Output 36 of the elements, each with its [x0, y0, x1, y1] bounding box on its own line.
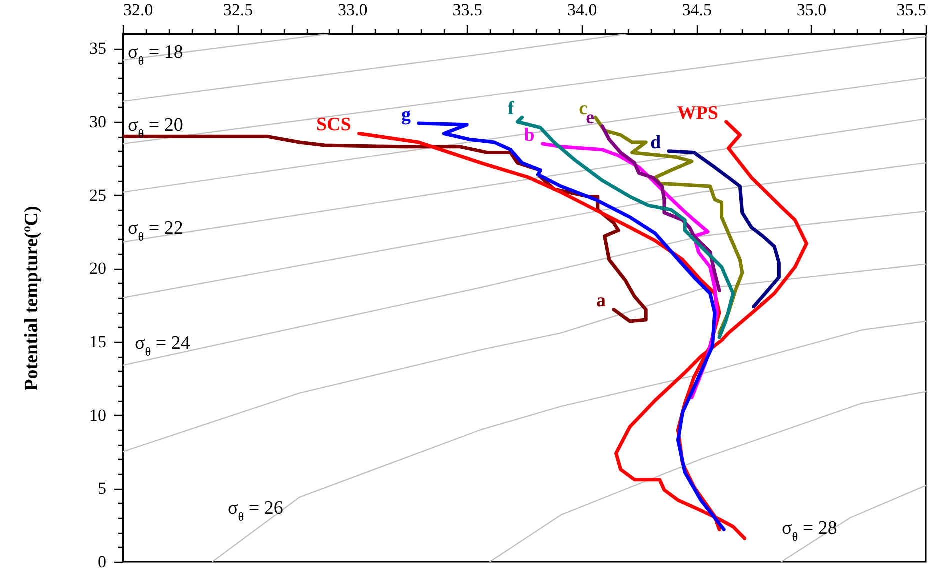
annotation: σ$_{θ}$ = 24 [135, 333, 191, 359]
series-label: d [650, 132, 662, 154]
x-tick-label: 34.0 [567, 0, 598, 20]
x-tick-label: 32.0 [124, 0, 154, 20]
y-tick-label: 25 [90, 186, 106, 205]
x-tick-label: 35.5 [896, 0, 926, 20]
series-label: WPS [677, 103, 718, 124]
y-tick-label: 0 [98, 552, 106, 572]
y-tick-label: 5 [98, 479, 106, 498]
line-series [600, 124, 722, 292]
y-tick-label: 15 [90, 332, 106, 352]
x-tick-label: 34.5 [682, 0, 712, 20]
annotation: σ$_{θ}$ = 22 [128, 218, 184, 244]
annotation: σ$_{θ}$ = 26 [228, 498, 284, 524]
line-series [123, 210, 926, 366]
series-label: g [401, 104, 412, 126]
annotation: σ$_{θ}$ = 18 [128, 42, 184, 68]
series-label: SCS [316, 114, 352, 136]
x-tick-label: 33.5 [452, 0, 483, 20]
y-tick-label: 35 [90, 39, 106, 58]
series-label: b [524, 125, 535, 146]
x-tick-label: 35.0 [796, 0, 827, 20]
series-label: f [508, 98, 515, 120]
line-series [667, 150, 781, 309]
line-series [123, 264, 926, 453]
x-tick-label: 32.5 [223, 0, 254, 20]
annotation: σ$_{θ}$ = 28 [782, 518, 838, 544]
y-tick-label: 10 [90, 406, 106, 425]
y-tick-label: 30 [90, 112, 106, 132]
series-label: e [586, 107, 595, 128]
y-tick-label: 20 [90, 259, 106, 278]
x-tick-label: 33.0 [338, 0, 368, 20]
series-label: a [596, 290, 606, 312]
line-series [212, 320, 926, 562]
series-label: c [579, 98, 588, 120]
line-series [489, 391, 926, 562]
